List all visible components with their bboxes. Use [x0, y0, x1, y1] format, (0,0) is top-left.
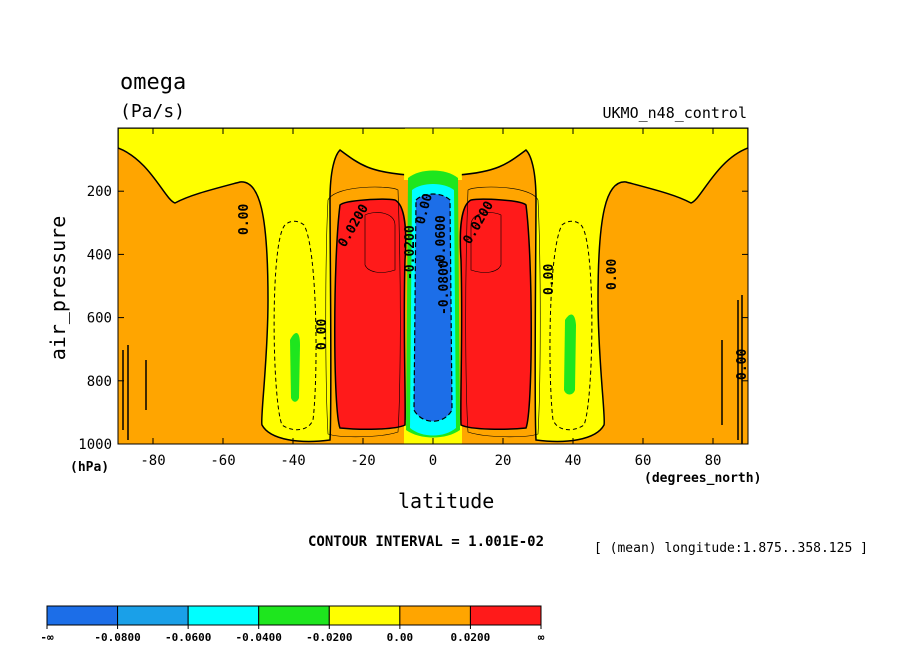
colorbar-swatch — [469, 605, 542, 626]
contour-thin-south — [325, 186, 401, 438]
colorbar-label: -0.0800 — [94, 631, 140, 644]
x-tick-label: 40 — [565, 453, 582, 469]
axes: -80 -60 -40 -20 0 20 40 60 80 200 400 600 800 1000 — [78, 128, 748, 469]
colorbar-swatch — [328, 605, 401, 626]
contour-dashed-south — [273, 220, 317, 431]
contour-label: 0.00 — [315, 319, 330, 350]
contour-interval-note: CONTOUR INTERVAL = 1.001E-02 — [308, 534, 545, 550]
contour-label: 0.00 — [237, 204, 252, 235]
x-axis-label: latitude — [398, 489, 495, 513]
colorbar-label: -0.0600 — [165, 631, 211, 644]
region-blue-equator — [413, 193, 453, 422]
x-tick-label: 20 — [495, 453, 512, 469]
contour-thin-south-inner — [364, 212, 396, 273]
y-tick-label: 600 — [87, 311, 112, 327]
region-green-north — [564, 314, 576, 395]
colorbar-label: -0.0400 — [236, 631, 282, 644]
x-tick-label: -80 — [140, 453, 165, 469]
region-green-south — [290, 333, 300, 402]
y-tick-label: 800 — [87, 374, 112, 390]
contour-thin-north — [465, 186, 541, 438]
contour-label: -0.0800 — [437, 260, 452, 315]
contour-polar-fragments — [122, 295, 743, 444]
y-tick-label: 1000 — [78, 437, 112, 453]
x-tick-label: -40 — [280, 453, 305, 469]
contour-label: 0.00 — [542, 264, 557, 295]
contour-label: -0.0600 — [434, 215, 449, 270]
dataset-label: UKMO_n48_control — [602, 104, 748, 122]
x-tick-label: -60 — [210, 453, 235, 469]
x-tick-label: 80 — [705, 453, 722, 469]
x-tick-label: -20 — [350, 453, 375, 469]
colorbar: -∞ -0.0800 -0.0600 -0.0400 -0.0200 0.00 0.0200… — [40, 605, 545, 644]
contour-label: 0.00 — [735, 349, 750, 380]
colorbar-label: ∞ — [538, 631, 545, 644]
x-axis-units: (degrees_north) — [644, 471, 762, 486]
colorbar-swatch — [46, 605, 119, 626]
y-tick-label: 400 — [87, 247, 112, 263]
colorbar-swatch — [258, 605, 330, 626]
y-tick-label: 200 — [87, 184, 112, 200]
colorbar-label: -0.0200 — [306, 631, 352, 644]
contour-thin-north-inner — [470, 212, 502, 273]
colorbar-swatch — [187, 605, 260, 626]
x-tick-label: 60 — [635, 453, 652, 469]
mean-longitude-note: [ (mean) longitude:1.875..358.125 ] — [594, 541, 868, 556]
colorbar-swatch — [399, 605, 471, 626]
contour-label: 0.00 — [605, 259, 620, 290]
contour-label: -0.0200 — [403, 225, 418, 280]
region-red-north — [459, 198, 532, 430]
chart-title: omega — [120, 70, 187, 95]
colorbar-label: 0.00 — [387, 631, 414, 644]
colorbar-swatch — [117, 605, 189, 626]
y-axis-units: (hPa) — [70, 460, 110, 475]
x-tick-label: 0 — [429, 453, 437, 469]
colorbar-label: -∞ — [40, 631, 54, 644]
contour-dashed-north — [549, 220, 593, 431]
chart-units: (Pa/s) — [120, 101, 186, 122]
colorbar-label: 0.0200 — [451, 631, 491, 644]
region-yellow-equator-top — [404, 128, 462, 180]
region-red-south — [334, 198, 407, 430]
